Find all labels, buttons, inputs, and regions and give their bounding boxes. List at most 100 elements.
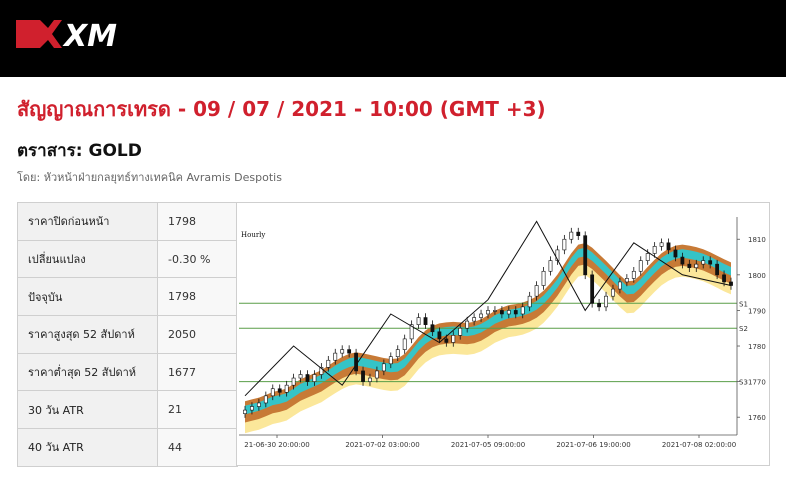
candle-body bbox=[270, 388, 275, 397]
candle-body bbox=[312, 374, 317, 382]
site-header: XM bbox=[0, 0, 786, 77]
candle-body bbox=[375, 370, 379, 379]
stat-label: ราคาสูงสุด 52 สัปดาห์ bbox=[17, 315, 158, 354]
table-row: 40 วัน ATR 44 bbox=[17, 428, 238, 467]
support-label: S2 bbox=[739, 325, 748, 333]
candle-body bbox=[284, 384, 289, 393]
candle-body bbox=[437, 331, 442, 340]
stat-label: ราคาปิดก่อนหน้า bbox=[17, 202, 158, 241]
table-row: ราคาสูงสุด 52 สัปดาห์ 2050 bbox=[17, 315, 238, 354]
stat-label: 40 วัน ATR bbox=[17, 428, 158, 467]
stat-value: 2050 bbox=[157, 315, 238, 354]
candle-body bbox=[493, 310, 497, 312]
x-tick-label: 2021-07-08 02:00:00 bbox=[662, 441, 736, 449]
y-tick-label: 1780 bbox=[748, 343, 766, 351]
stat-value: 1798 bbox=[157, 202, 238, 241]
price-chart-svg: S1 S2 S3 1760 1770 1780 1790 1800 1810 21-06-30 2… bbox=[239, 217, 766, 449]
stat-value: -0.30 % bbox=[157, 239, 238, 279]
candle-body bbox=[347, 349, 352, 354]
candle-body bbox=[354, 352, 358, 372]
candle-body bbox=[368, 377, 372, 382]
support-label: S1 bbox=[739, 300, 748, 308]
middle-band bbox=[245, 243, 731, 423]
candle-body bbox=[243, 409, 247, 414]
table-row: ราคาปิดก่อนหน้า 1798 bbox=[17, 202, 238, 241]
stat-label: 30 วัน ATR bbox=[17, 390, 158, 430]
candle-body bbox=[388, 356, 393, 365]
table-row: เปลี่ยนแปลง -0.30 % bbox=[17, 239, 238, 279]
candle-body bbox=[340, 349, 345, 354]
candle-body bbox=[624, 278, 629, 283]
table-row: ราคาต่ำสุด 52 สัปดาห์ 1677 bbox=[17, 352, 238, 392]
x-tick-label: 2021-07-05 09:00:00 bbox=[451, 441, 525, 449]
candle-body bbox=[645, 253, 650, 261]
candle-body bbox=[256, 402, 261, 407]
candle-body bbox=[562, 238, 567, 251]
candle-body bbox=[583, 235, 588, 276]
candle-body bbox=[631, 270, 636, 279]
price-chart: S1 S2 S3 1760 1770 1780 1790 1800 1810 21-06-30 2… bbox=[236, 202, 770, 466]
author-byline: โดย: หัวหน้าฝ่ายกลยุทธ์ทางเทคนิค Avramis… bbox=[17, 171, 282, 184]
candle-body bbox=[652, 246, 657, 254]
y-tick-label: 1770 bbox=[748, 379, 766, 387]
candle-body bbox=[361, 370, 365, 382]
zigzag-line bbox=[244, 220, 732, 397]
x-tick-label: 21-06-30 20:00:00 bbox=[244, 441, 309, 449]
stat-value: 44 bbox=[157, 428, 238, 467]
y-tick-label: 1760 bbox=[748, 414, 766, 422]
support-label: S3 bbox=[739, 379, 748, 387]
candle-body bbox=[534, 285, 539, 297]
candle-body bbox=[458, 327, 463, 336]
candle-body bbox=[597, 303, 601, 308]
candle-body bbox=[416, 317, 421, 325]
x-tick-label: 2021-07-02 03:00:00 bbox=[345, 441, 419, 449]
y-tick-label: 1790 bbox=[748, 307, 766, 315]
stat-value: 1677 bbox=[157, 352, 238, 392]
y-tick-label: 1800 bbox=[748, 272, 766, 280]
candle-body bbox=[687, 263, 692, 269]
candle-body bbox=[444, 338, 449, 343]
candle-body bbox=[402, 338, 407, 350]
timeframe-label: Hourly bbox=[241, 231, 265, 239]
candle-body bbox=[576, 231, 581, 236]
candle-body bbox=[381, 363, 386, 372]
stat-label: ราคาต่ำสุด 52 สัปดาห์ bbox=[17, 352, 158, 392]
candle-body bbox=[638, 260, 643, 272]
page-title: สัญญาณการเทรด - 09 / 07 / 2021 - 10:00 (… bbox=[17, 97, 546, 121]
candle-body bbox=[520, 306, 525, 315]
candle-body bbox=[499, 310, 504, 315]
stat-label: เปลี่ยนแปลง bbox=[17, 239, 158, 279]
candle-body bbox=[555, 249, 560, 261]
candle-body bbox=[694, 263, 699, 269]
candle-body bbox=[708, 260, 713, 265]
candle-body bbox=[326, 359, 331, 368]
xm-logo-mark bbox=[16, 20, 62, 48]
xm-logo[interactable]: XM bbox=[14, 14, 134, 54]
y-tick-label: 1810 bbox=[748, 236, 766, 244]
candle-body bbox=[680, 256, 685, 265]
candle-body bbox=[666, 242, 671, 251]
candle-body bbox=[305, 374, 310, 382]
stat-label: ปัจจุบัน bbox=[17, 277, 158, 317]
candle-body bbox=[291, 377, 296, 386]
candle-body bbox=[569, 231, 574, 240]
stat-value: 21 bbox=[157, 390, 238, 430]
table-row: 30 วัน ATR 21 bbox=[17, 390, 238, 430]
candle-body bbox=[618, 281, 622, 290]
candle-body bbox=[319, 367, 324, 375]
candle-body bbox=[673, 249, 678, 258]
outer-band bbox=[245, 257, 731, 434]
candle-body bbox=[659, 242, 664, 247]
stats-table: ราคาปิดก่อนหน้า 1798 เปลี่ยนแปลง -0.30 % ป… bbox=[17, 202, 238, 467]
candle-body bbox=[423, 317, 428, 325]
candle-body bbox=[541, 270, 546, 286]
candle-body bbox=[472, 317, 477, 322]
stat-value: 1798 bbox=[157, 277, 238, 317]
candle-body bbox=[604, 295, 608, 308]
candle-body bbox=[722, 274, 726, 283]
candle-body bbox=[506, 310, 511, 315]
candle-body bbox=[409, 324, 414, 340]
table-row: ปัจจุบัน 1798 bbox=[17, 277, 238, 317]
candle-body bbox=[479, 313, 483, 318]
candle-body bbox=[333, 352, 338, 361]
